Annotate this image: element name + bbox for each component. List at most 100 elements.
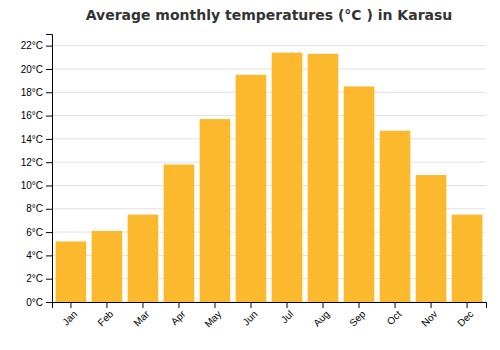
y-tick-mark bbox=[46, 69, 52, 70]
y-tick-label: 20°C bbox=[21, 64, 43, 75]
x-tick-label: Mar bbox=[131, 308, 151, 328]
x-tick-mark bbox=[395, 302, 396, 308]
chart-container: 0°C 2°C 4°C 6°C 8°C 10°C 12°C 14°C 16°C 18°C 20°C 2… bbox=[0, 0, 500, 350]
x-tick: Feb bbox=[95, 302, 115, 328]
x-tick-label: Jan bbox=[60, 308, 79, 327]
bar bbox=[272, 53, 303, 302]
y-tick-mark bbox=[46, 232, 52, 233]
y-tick-mark bbox=[46, 139, 52, 140]
bar bbox=[308, 54, 339, 302]
x-tick: Mar bbox=[131, 302, 151, 328]
x-tick: May bbox=[202, 302, 223, 330]
y-tick: 4°C bbox=[26, 250, 52, 261]
bar bbox=[344, 86, 375, 302]
y-axis-line bbox=[46, 35, 53, 303]
grid-line bbox=[52, 92, 486, 93]
x-tick-label: Dec bbox=[455, 308, 475, 328]
y-tick-label: 10°C bbox=[21, 180, 43, 191]
x-tick-mark bbox=[431, 302, 432, 308]
x-tick-mark bbox=[323, 302, 324, 308]
x-tick-mark bbox=[214, 302, 215, 308]
x-tick-mark bbox=[287, 302, 288, 308]
y-tick: 16°C bbox=[21, 110, 52, 121]
x-tick-mark bbox=[359, 302, 360, 308]
grid-line bbox=[52, 115, 486, 116]
y-tick-mark bbox=[46, 302, 52, 303]
y-tick-label: 8°C bbox=[26, 203, 43, 214]
x-tick: Oct bbox=[385, 302, 404, 327]
y-tick: 12°C bbox=[21, 157, 52, 168]
y-tick: 10°C bbox=[21, 180, 52, 191]
bar bbox=[128, 215, 159, 302]
y-tick-mark bbox=[46, 185, 52, 186]
grid-line bbox=[52, 45, 486, 46]
x-axis-line bbox=[53, 303, 487, 309]
bar bbox=[236, 75, 267, 302]
x-tick: Jan bbox=[60, 302, 79, 328]
bars bbox=[56, 53, 483, 302]
y-tick-mark bbox=[46, 279, 52, 280]
y-tick: 0°C bbox=[26, 297, 52, 308]
y-tick: 8°C bbox=[26, 203, 52, 214]
y-tick: 2°C bbox=[26, 273, 52, 284]
y-tick-label: 6°C bbox=[26, 227, 43, 238]
y-tick: 6°C bbox=[26, 227, 52, 238]
y-tick: 18°C bbox=[21, 87, 52, 98]
x-tick-label: Nov bbox=[419, 308, 439, 328]
bar bbox=[380, 131, 411, 302]
chart-title: Average monthly temperatures (°C ) in Ka… bbox=[86, 7, 453, 23]
x-tick: Jun bbox=[240, 302, 259, 328]
x-tick-mark bbox=[70, 302, 71, 308]
bar bbox=[452, 215, 483, 302]
bar bbox=[164, 165, 195, 302]
y-tick-label: 18°C bbox=[21, 87, 43, 98]
x-tick-label: May bbox=[202, 308, 223, 329]
x-tick-mark bbox=[467, 302, 468, 308]
chart-svg: 0°C 2°C 4°C 6°C 8°C 10°C 12°C 14°C 16°C 18°C 20°C 2… bbox=[0, 0, 500, 350]
y-tick-label: 22°C bbox=[21, 40, 43, 51]
x-tick: Apr bbox=[169, 302, 188, 327]
y-tick-label: 4°C bbox=[26, 250, 43, 261]
x-tick-label: Apr bbox=[169, 308, 188, 327]
grid-line bbox=[52, 162, 486, 163]
y-tick-mark bbox=[46, 116, 52, 117]
y-tick-label: 2°C bbox=[26, 273, 43, 284]
bar bbox=[92, 231, 123, 302]
bar bbox=[416, 175, 447, 302]
grid bbox=[52, 46, 486, 302]
y-tick: 22°C bbox=[21, 40, 52, 51]
grid-line bbox=[52, 68, 486, 69]
bar bbox=[200, 119, 231, 302]
x-tick: Dec bbox=[455, 302, 475, 329]
y-tick-mark bbox=[46, 162, 52, 163]
y-tick-mark bbox=[46, 209, 52, 210]
y-tick-label: 14°C bbox=[21, 134, 43, 145]
x-axis: Jan Feb Mar Apr May Jun Jul Aug Sep Oct Nov Dec bbox=[53, 302, 487, 330]
y-tick-mark bbox=[46, 92, 52, 93]
y-tick: 14°C bbox=[21, 134, 52, 145]
x-tick-mark bbox=[106, 302, 107, 308]
x-tick: Sep bbox=[347, 302, 368, 329]
x-tick-label: Aug bbox=[311, 308, 331, 328]
x-tick: Aug bbox=[311, 302, 331, 329]
y-tick-label: 12°C bbox=[21, 157, 43, 168]
plot-area: 0°C 2°C 4°C 6°C 8°C 10°C 12°C 14°C 16°C 18°C 20°C 2… bbox=[21, 35, 487, 330]
x-tick: Jul bbox=[279, 302, 296, 325]
y-tick-label: 16°C bbox=[21, 110, 43, 121]
y-axis: 0°C 2°C 4°C 6°C 8°C 10°C 12°C 14°C 16°C 18°C 20°C 2… bbox=[21, 35, 53, 308]
y-tick-mark bbox=[46, 46, 52, 47]
x-tick-label: Oct bbox=[385, 308, 404, 327]
bar bbox=[56, 241, 87, 302]
y-tick-label: 0°C bbox=[26, 297, 43, 308]
y-tick: 20°C bbox=[21, 64, 52, 75]
x-tick-mark bbox=[178, 302, 179, 308]
x-tick-label: Sep bbox=[347, 308, 368, 329]
x-tick: Nov bbox=[419, 302, 439, 329]
grid-line bbox=[52, 138, 486, 139]
x-tick-mark bbox=[142, 302, 143, 308]
y-tick-mark bbox=[46, 255, 52, 256]
x-tick-mark bbox=[250, 302, 251, 308]
x-tick-label: Feb bbox=[95, 308, 115, 328]
x-tick-label: Jul bbox=[279, 308, 296, 325]
x-tick-label: Jun bbox=[240, 308, 259, 327]
